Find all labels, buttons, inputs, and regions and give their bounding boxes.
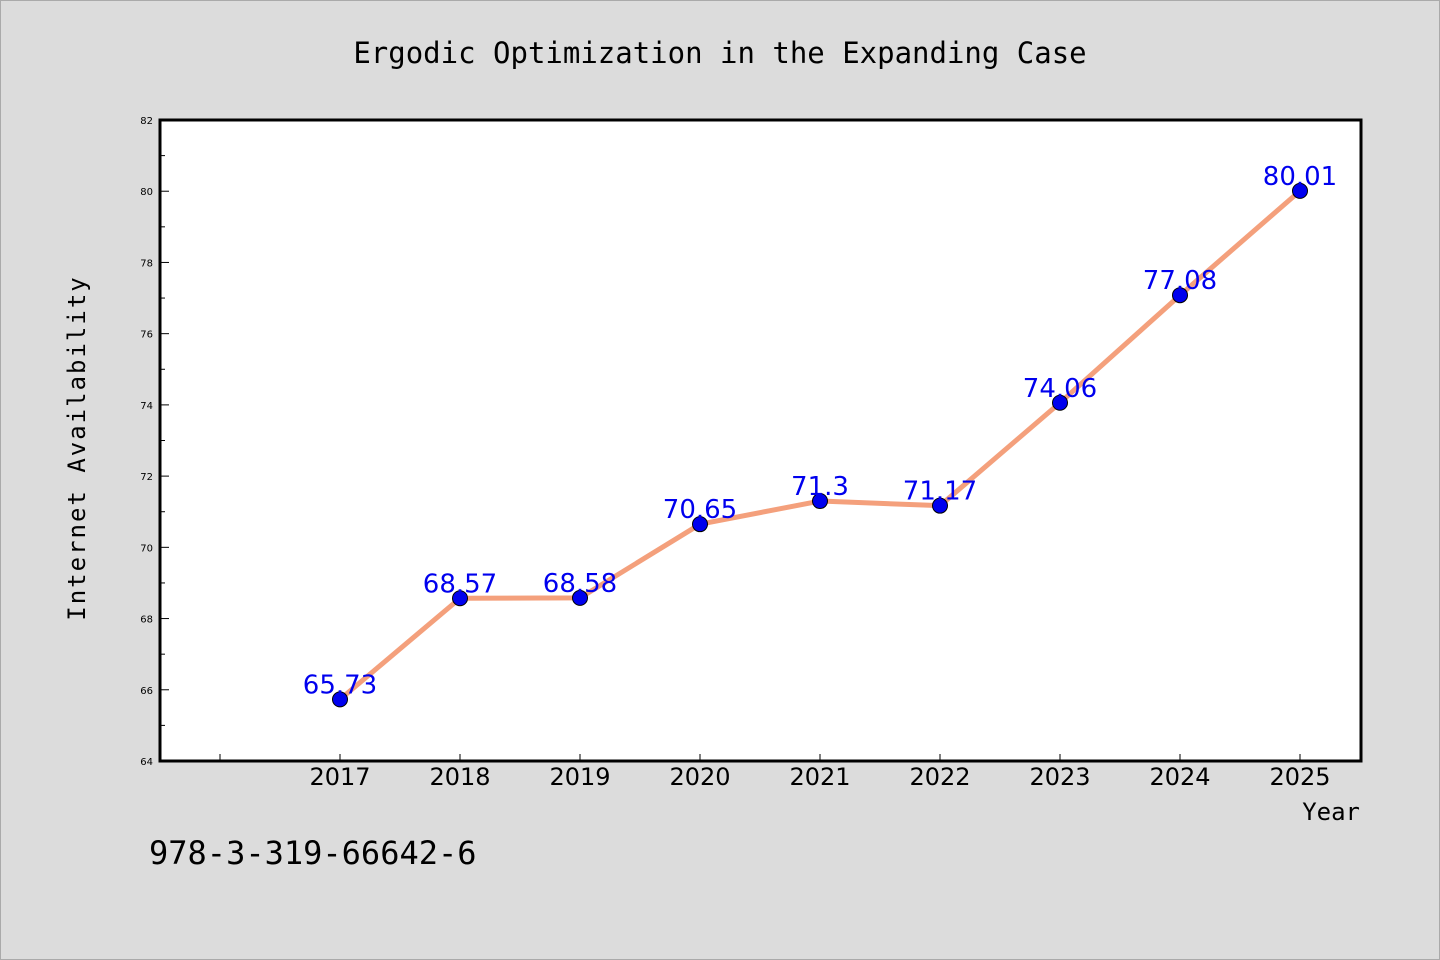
- data-point-marker: [572, 589, 588, 606]
- y-tick-label: 70: [140, 543, 153, 554]
- x-axis-ticks: 2017 2018 2019 2020 2021 2022 2023 2024 2025: [219, 754, 1331, 791]
- y-tick-label: 64: [140, 757, 153, 768]
- plot-area: [160, 120, 1361, 761]
- x-tick-label: 2022: [909, 763, 970, 791]
- data-point-marker: [1292, 182, 1308, 199]
- data-point-marker: [932, 497, 948, 514]
- x-tick-label: 2025: [1269, 763, 1330, 791]
- y-tick-label: 76: [140, 330, 153, 341]
- x-tick-label: 2023: [1029, 763, 1090, 791]
- y-tick-label: 82: [140, 116, 153, 127]
- data-label: 77.08: [1143, 266, 1217, 296]
- data-point-marker: [452, 590, 468, 607]
- y-tick-label: 74: [140, 401, 153, 412]
- x-tick-label: 2024: [1149, 763, 1210, 791]
- y-tick-label: 80: [140, 187, 153, 198]
- y-tick-label: 66: [140, 686, 153, 697]
- data-point-marker: [692, 516, 708, 533]
- chart-title: Ergodic Optimization in the Expanding Ca…: [353, 36, 1086, 70]
- x-tick-label: 2017: [309, 763, 370, 791]
- x-axis-label: Year: [1302, 798, 1360, 826]
- data-point-marker: [812, 493, 828, 510]
- data-markers: [332, 182, 1308, 708]
- y-tick-label: 78: [140, 258, 153, 269]
- data-label: 68.57: [423, 569, 497, 599]
- data-point-marker: [1172, 287, 1188, 304]
- x-tick-label: 2019: [549, 763, 610, 791]
- y-tick-label: 72: [140, 472, 153, 483]
- data-labels: 65.73 68.57 68.58 70.65 71.3 71.17 74.06 77.08 8…: [303, 162, 1337, 701]
- x-tick-label: 2018: [429, 763, 490, 791]
- data-label: 71.3: [791, 472, 849, 502]
- data-label: 71.17: [903, 477, 977, 507]
- plot-frame: [158, 118, 1363, 763]
- data-label: 68.58: [543, 569, 617, 599]
- x-tick-label: 2020: [669, 763, 730, 791]
- footer-code: 978-3-319-66642-6: [149, 834, 477, 872]
- x-tick-label: 2021: [789, 763, 850, 791]
- data-label: 74.06: [1023, 374, 1097, 404]
- data-point-marker: [1052, 394, 1068, 411]
- data-point-marker: [332, 691, 348, 708]
- y-axis-label: Internet Availability: [63, 275, 91, 620]
- data-label: 65.73: [303, 670, 377, 700]
- data-label: 70.65: [663, 495, 737, 525]
- y-tick-label: 68: [140, 615, 153, 626]
- data-label: 80.01: [1263, 162, 1337, 192]
